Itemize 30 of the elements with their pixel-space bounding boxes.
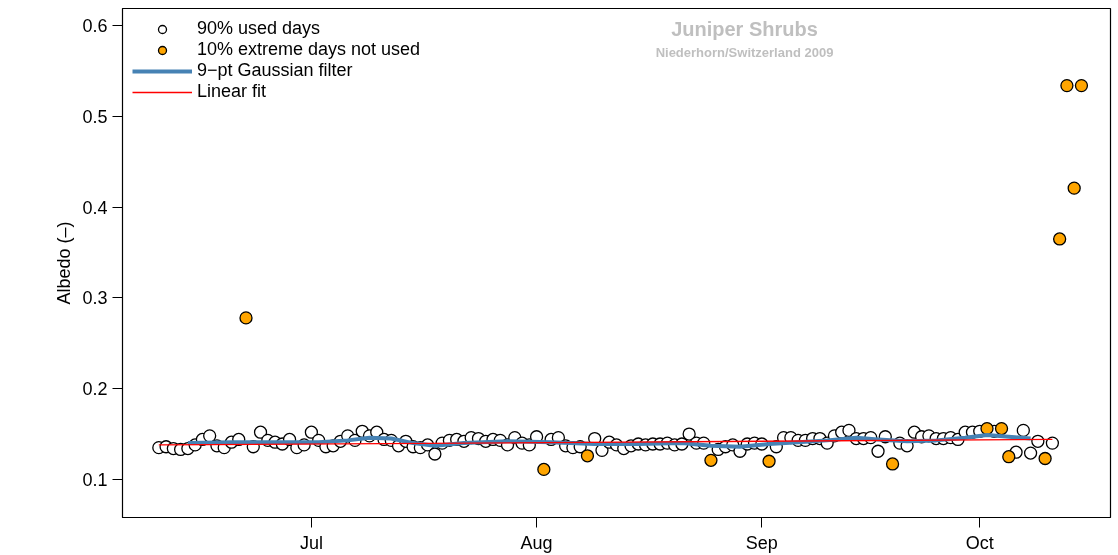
legend-label: 90% used days (197, 18, 321, 39)
point (885, 457, 900, 471)
legend-label: 10% extreme days not used (197, 39, 421, 60)
point (580, 449, 595, 463)
point (239, 311, 253, 325)
legend-label: 9−pt Gaussian filter (197, 60, 353, 81)
x-tick-label: Jul (299, 532, 323, 553)
y-tick-label: 0.4 (82, 197, 108, 218)
point (1067, 181, 1081, 195)
point (994, 421, 1009, 436)
legend-label: Linear fit (197, 81, 267, 102)
point (1074, 78, 1089, 93)
y-tick-label: 0.5 (82, 106, 108, 127)
y-axis-title: Albedo (–) (54, 221, 75, 305)
point (537, 462, 551, 477)
y-tick-label: 0.6 (82, 16, 108, 37)
y-tick-label: 0.1 (82, 469, 108, 490)
x-tick-label: Oct (965, 532, 994, 553)
point (762, 454, 776, 468)
y-tick-label: 0.2 (82, 379, 108, 400)
point (1060, 78, 1074, 93)
text: Niederhorn/Switzerland 2009 (655, 44, 834, 60)
y-tick-label: 0.3 (82, 288, 108, 309)
x-tick-label: Sep (745, 532, 778, 553)
point (704, 453, 718, 467)
x-tick-label: Aug (520, 532, 553, 553)
point (1053, 232, 1067, 246)
text: Juniper Shrubs (671, 17, 818, 40)
point (1038, 451, 1052, 466)
point (1002, 450, 1016, 464)
